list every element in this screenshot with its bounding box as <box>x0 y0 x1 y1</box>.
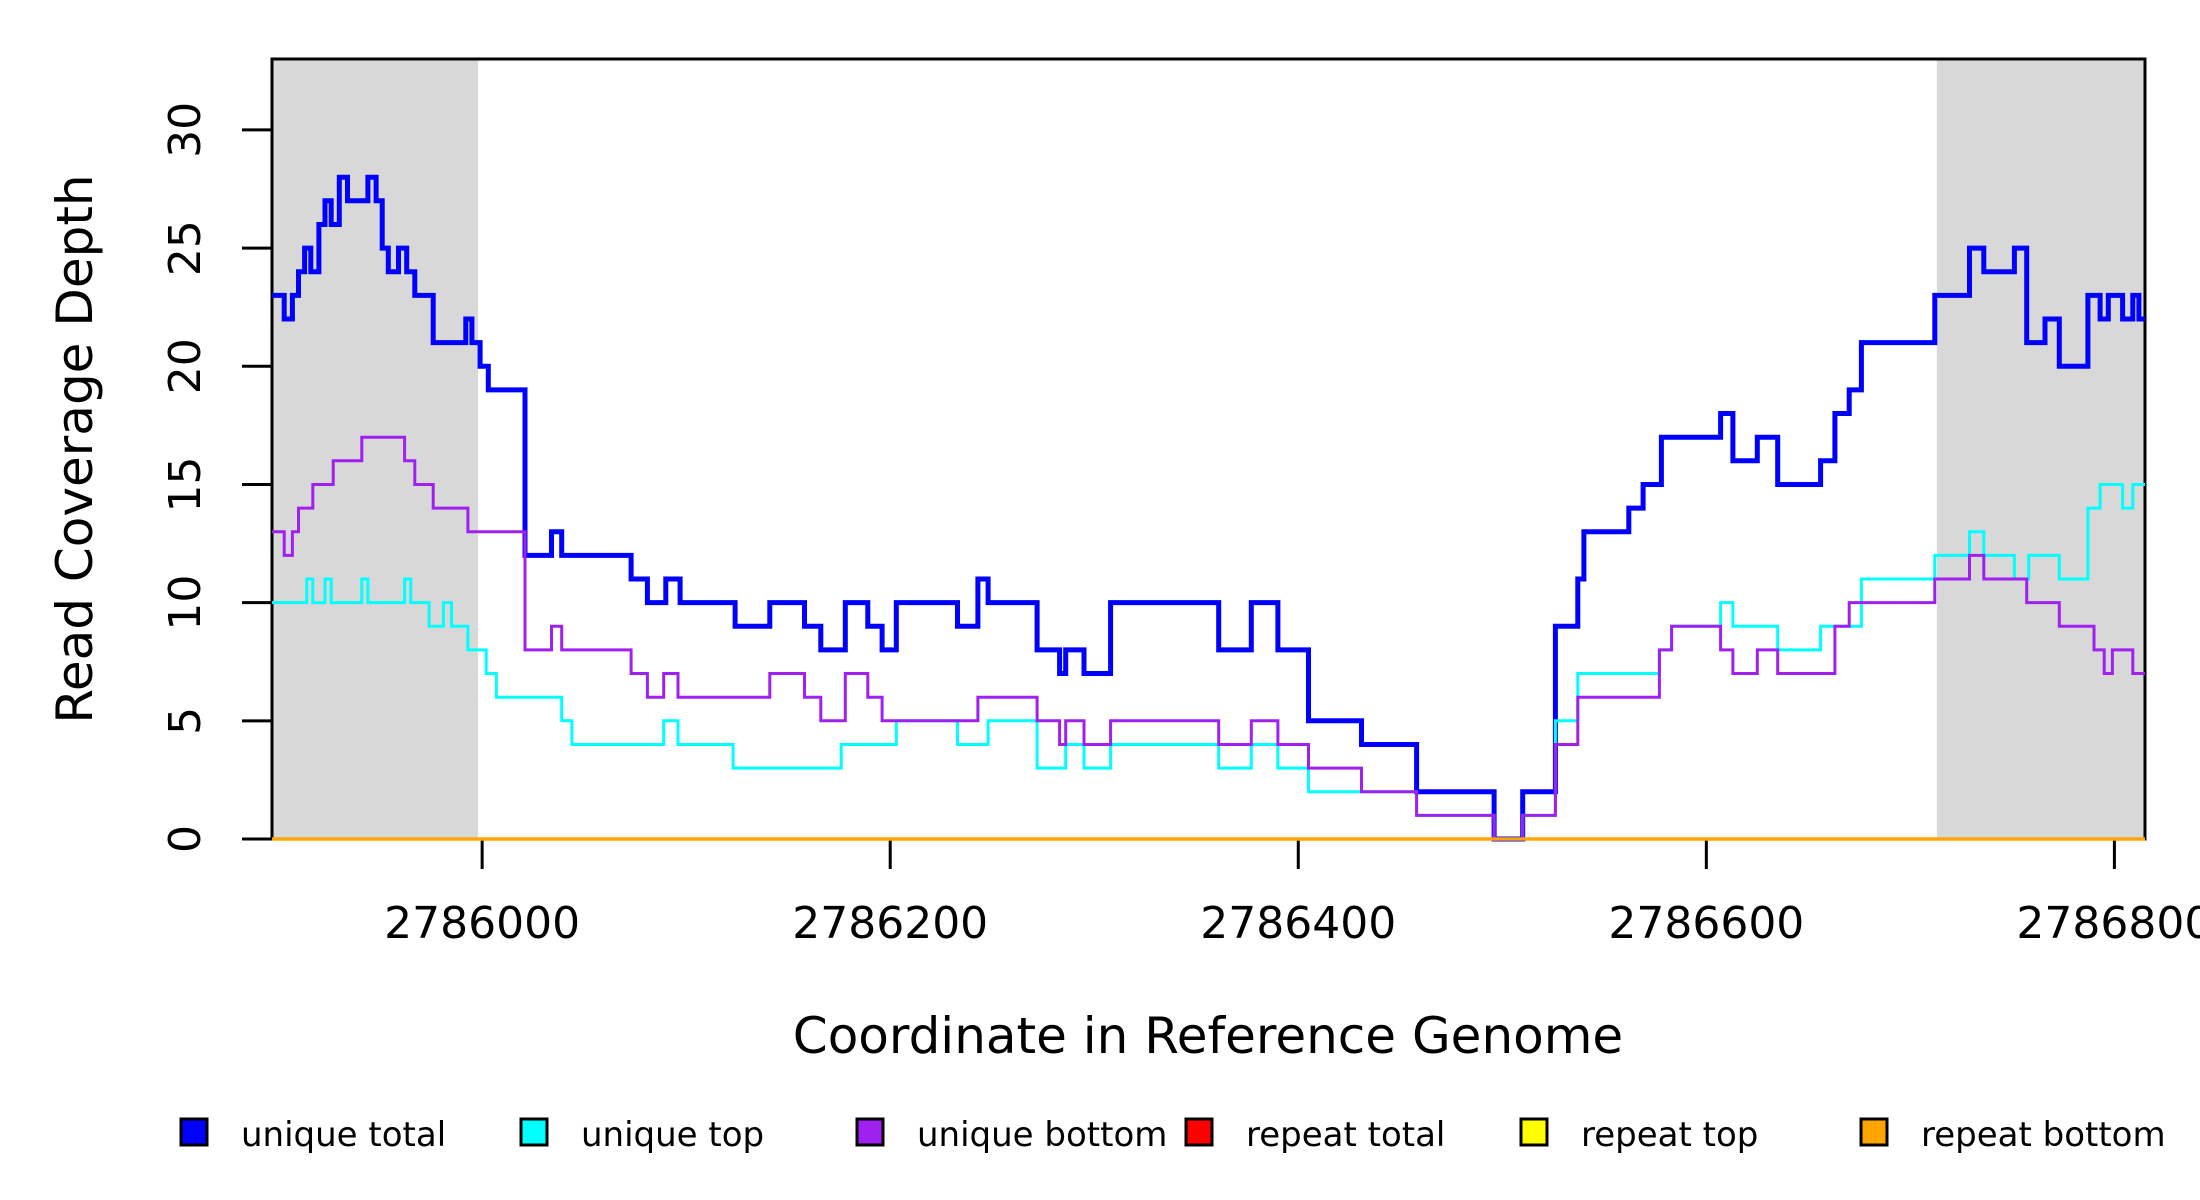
series-line-unique-bottom <box>272 435 2145 841</box>
legend-item: unique bottom <box>855 1115 1167 1155</box>
legend-swatch <box>179 1117 209 1147</box>
legend-item: repeat top <box>1519 1115 1758 1155</box>
x-tick-label: 2786800 <box>2016 898 2200 949</box>
legend-item-label: repeat total <box>1246 1115 1445 1155</box>
y-tick-label: 15 <box>160 456 211 512</box>
legend-swatch <box>1519 1117 1549 1147</box>
legend-item-label: repeat top <box>1581 1115 1758 1155</box>
legend-item-label: unique total <box>241 1115 446 1155</box>
y-tick-label: 0 <box>160 825 211 853</box>
legend-item: unique total <box>179 1115 446 1155</box>
y-tick-label: 5 <box>160 707 211 735</box>
legend-swatch <box>855 1117 885 1147</box>
legend-item-label: unique top <box>581 1115 764 1155</box>
x-tick-label: 2786000 <box>384 898 580 949</box>
y-axis: 0 5 10 15 20 25 30 <box>160 102 272 853</box>
x-axis: 2786000 2786200 2786400 2786600 2786800 <box>384 839 2200 949</box>
legend-item: repeat bottom <box>1859 1115 2166 1155</box>
y-tick-label: 30 <box>160 102 211 158</box>
x-axis-title: Coordinate in Reference Genome <box>793 1007 1623 1065</box>
legend-item-label: repeat bottom <box>1921 1115 2166 1155</box>
shaded-region <box>1936 59 2145 839</box>
legend-swatch <box>1184 1117 1214 1147</box>
legend: unique total unique top unique bottom repea… <box>179 1115 2166 1155</box>
legend-item: unique top <box>519 1115 764 1155</box>
y-tick-label: 20 <box>160 338 211 394</box>
x-tick-label: 2786600 <box>1608 898 1804 949</box>
y-tick-label: 10 <box>160 575 211 631</box>
legend-swatch <box>1859 1117 1889 1147</box>
legend-swatch <box>519 1117 549 1147</box>
x-tick-label: 2786400 <box>1200 898 1396 949</box>
y-axis-title: Read Coverage Depth <box>46 174 104 723</box>
series-line-unique-total <box>272 174 2145 842</box>
series-line-unique-top <box>272 483 2145 841</box>
series-group <box>272 174 2145 842</box>
x-tick-label: 2786200 <box>792 898 988 949</box>
y-tick-label: 25 <box>160 220 211 276</box>
legend-item-label: unique bottom <box>917 1115 1167 1155</box>
legend-item: repeat total <box>1184 1115 1445 1155</box>
